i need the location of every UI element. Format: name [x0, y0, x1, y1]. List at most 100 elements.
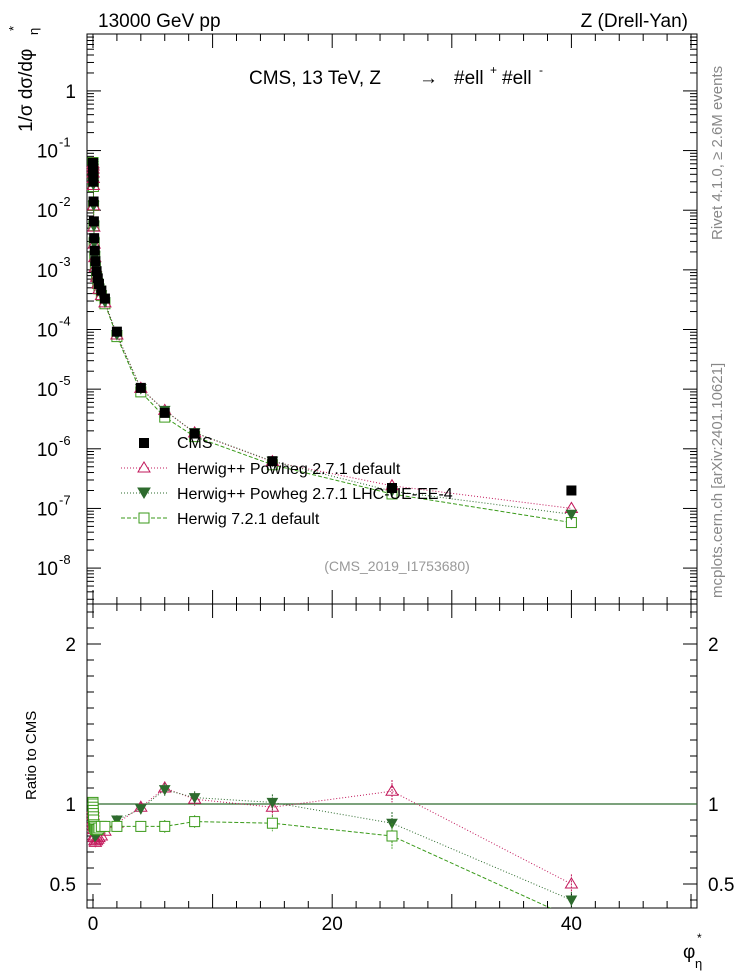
- main-point-powheg_lhc: [565, 509, 578, 521]
- mcplots-label: mcplots.cern.ch [arXiv:2401.10621]: [709, 363, 726, 598]
- ratio-xtick-label: 0: [88, 914, 99, 935]
- main-point-cms: [88, 196, 99, 207]
- legend-entry-powheg-lhc: Herwig++ Powheg 2.7.1 LHC-UE-EE-4: [121, 486, 453, 503]
- main-series-powheg_default: [86, 156, 579, 513]
- main-ytick-label-exp: -7: [59, 492, 71, 507]
- main-ytick-label-base: 10: [37, 380, 58, 401]
- ratio-line-powheg_lhc: [92, 789, 572, 901]
- ratio-point-herwig7: [99, 820, 111, 832]
- main-title-sup-plus: +: [490, 63, 497, 77]
- main-ytick-label: 10 -5: [37, 373, 71, 401]
- legend-marker-powheg-default: [137, 461, 151, 473]
- legend-marker-herwig7: [138, 512, 150, 524]
- main-title: CMS, 13 TeV, Z → #ell + #ell -: [249, 63, 543, 89]
- main-title-sup-minus: -: [539, 63, 543, 77]
- main-ytick-label-exp: -1: [59, 135, 71, 150]
- ratio-line-herwig7: [92, 802, 552, 908]
- x-axis-label-sub: η: [695, 956, 702, 971]
- main-ytick-label: 1: [65, 82, 76, 103]
- main-point-cms: [189, 428, 200, 439]
- main-point-cms: [99, 293, 110, 304]
- main-ytick-label-exp: -2: [59, 194, 71, 209]
- main-point-cms: [89, 245, 100, 256]
- ratio-ylabel: Ratio to CMS: [23, 711, 40, 800]
- main-point-cms: [88, 170, 99, 181]
- main-point-cms: [90, 256, 101, 267]
- legend-marker-powheg-lhc: [137, 487, 151, 499]
- main-point-cms: [89, 233, 100, 244]
- legend: CMS Herwig++ Powheg 2.7.1 default Herwig…: [121, 435, 453, 528]
- ratio-point-herwig7: [266, 817, 278, 829]
- main-point-cms: [387, 483, 397, 494]
- main-ytick-label: 10 -3: [37, 254, 71, 282]
- ratio-series-powheg_default: [86, 780, 579, 894]
- main-point-cms: [566, 485, 577, 496]
- main-axis-ticks: 10 -810 -710 -610 -510 -410 -310 -210 -11: [37, 33, 697, 604]
- main-ytick-label-base: 10: [37, 559, 58, 580]
- main-title-particle-1: #ell: [454, 68, 484, 89]
- x-axis-label: φ * η: [683, 931, 702, 971]
- ratio-ytick-label-right: 2: [708, 635, 719, 656]
- main-ytick-label-base: 10: [37, 261, 58, 282]
- main-title-arrow: →: [419, 68, 438, 89]
- ratio-point-powheg_lhc: [158, 785, 171, 796]
- main-ytick-label-exp: -8: [59, 552, 71, 567]
- main-ylabel-text: 1/σ dσ/dφ: [16, 49, 37, 132]
- main-ytick-label: 10 -7: [37, 492, 71, 520]
- ratio-series-herwig7: [87, 796, 552, 908]
- main-point-cms: [96, 285, 107, 296]
- main-point-cms: [135, 382, 146, 393]
- ratio-point-powheg_lhc: [565, 895, 578, 907]
- main-ytick-label-base: 1: [65, 82, 76, 103]
- ratio-series-layer: [86, 780, 579, 908]
- ratio-point-herwig7: [111, 820, 123, 832]
- ratio-point-powheg_lhc: [111, 815, 123, 827]
- main-ytick-label-exp: -5: [59, 373, 71, 388]
- ratio-ytick-label-left: 2: [65, 635, 76, 656]
- main-title-text: CMS, 13 TeV, Z: [249, 68, 381, 89]
- main-point-cms: [93, 278, 104, 289]
- ratio-series-powheg_lhc: [87, 783, 578, 908]
- main-ytick-label-exp: -3: [59, 254, 71, 269]
- main-ylabel-sub: η: [26, 28, 41, 35]
- main-ytick-label: 10 -8: [37, 552, 71, 580]
- x-axis-label-sup: *: [697, 931, 702, 945]
- ratio-point-powheg_lhc: [134, 804, 147, 815]
- main-ytick-label-base: 10: [37, 321, 58, 342]
- header-right-label: Z (Drell-Yan): [581, 11, 688, 32]
- ratio-ytick-label-right: 1: [708, 795, 719, 816]
- ratio-point-herwig7: [135, 820, 147, 832]
- main-ytick-label: 10 -4: [37, 314, 71, 342]
- legend-label-herwig7: Herwig 7.2.1 default: [177, 511, 320, 528]
- main-point-cms: [91, 266, 102, 277]
- ratio-axis-ticks: 0.5 0.51 12 20 20 40: [50, 604, 734, 935]
- main-ytick-label-exp: -4: [59, 314, 71, 329]
- ratio-ytick-label-right: 0.5: [708, 875, 734, 896]
- main-ytick-label-base: 10: [37, 440, 58, 461]
- ratio-point-powheg_lhc: [266, 797, 279, 809]
- ratio-point-herwig7: [159, 820, 171, 832]
- main-point-cms: [111, 326, 122, 337]
- main-ylabel: 1/σ dσ/dφ η *: [6, 26, 41, 132]
- ratio-xtick-label: 20: [322, 914, 343, 935]
- main-ytick-label: 10 -6: [37, 433, 71, 461]
- main-series-cms: [88, 157, 577, 496]
- main-title-particle-2: #ell: [502, 68, 532, 89]
- main-ylabel-sup: *: [6, 26, 21, 31]
- legend-label-powheg-default: Herwig++ Powheg 2.7.1 default: [177, 461, 401, 478]
- main-ytick-label-base: 10: [37, 142, 58, 163]
- legend-entry-cms: CMS: [139, 435, 213, 452]
- main-point-cms: [88, 216, 99, 227]
- main-line-powheg_default: [92, 163, 572, 509]
- legend-entry-powheg-default: Herwig++ Powheg 2.7.1 default: [121, 461, 401, 478]
- ratio-point-powheg_default: [385, 784, 399, 796]
- ratio-panel-frame: [86, 603, 698, 909]
- analysis-watermark: (CMS_2019_I1753680): [324, 558, 470, 574]
- ratio-xtick-label: 40: [561, 914, 582, 935]
- main-point-cms: [267, 456, 278, 467]
- ratio-point-powheg_lhc: [188, 793, 201, 804]
- x-axis-label-text: φ: [683, 942, 695, 963]
- main-point-cms: [92, 273, 103, 284]
- rivet-version-label: Rivet 4.1.0, ≥ 2.6M events: [709, 66, 726, 240]
